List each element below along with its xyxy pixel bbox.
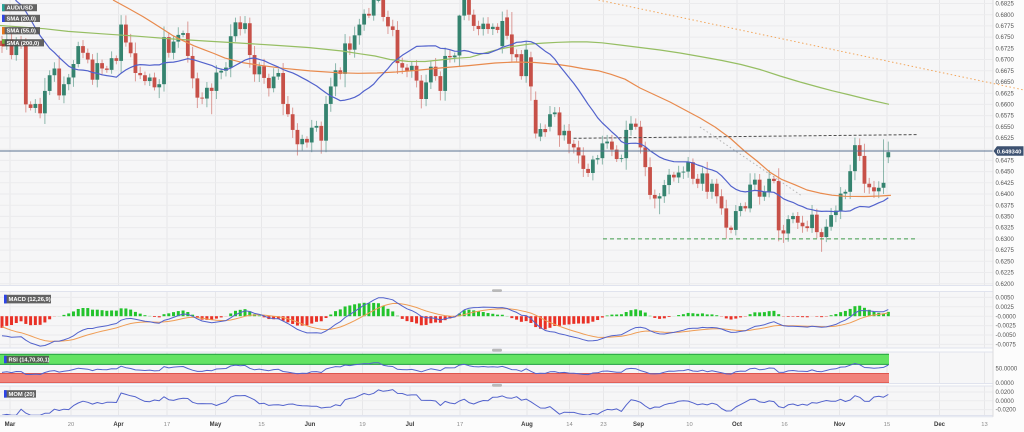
svg-text:-0.0050: -0.0050 [996,333,1017,339]
svg-text:0.6375: 0.6375 [996,203,1015,209]
svg-text:0.0050: 0.0050 [996,296,1015,302]
svg-text:0.6425: 0.6425 [996,181,1015,187]
svg-text:0.6725: 0.6725 [996,46,1015,52]
svg-text:0.6550: 0.6550 [996,125,1015,131]
svg-text:Mar: Mar [5,422,16,428]
svg-text:19: 19 [359,422,365,428]
svg-text:Apr: Apr [113,422,124,428]
svg-text:-0.0075: -0.0075 [996,343,1017,349]
svg-text:SMA (20,0): SMA (20,0) [7,16,36,22]
svg-text:0.6625: 0.6625 [996,91,1015,97]
svg-text:0.6275: 0.6275 [996,248,1015,254]
svg-text:0.649340: 0.649340 [997,150,1022,156]
svg-text:Oct: Oct [732,422,742,428]
svg-text:RSI (14,70,30,1): RSI (14,70,30,1) [9,358,50,364]
svg-text:SMA (55,0): SMA (55,0) [7,29,36,35]
svg-text:0.6450: 0.6450 [996,170,1015,176]
svg-text:-0.0000: -0.0000 [996,314,1017,320]
svg-text:Jun: Jun [305,422,316,428]
svg-text:0.6200: 0.6200 [996,282,1015,288]
svg-text:16: 16 [781,422,787,428]
svg-text:0.6775: 0.6775 [996,24,1015,30]
svg-text:Aug: Aug [521,422,533,428]
svg-text:-0.0025: -0.0025 [996,324,1017,330]
svg-text:MACD (12,26,9): MACD (12,26,9) [9,297,51,303]
svg-text:17: 17 [457,422,463,428]
svg-text:0.6525: 0.6525 [996,136,1015,142]
svg-text:0.6800: 0.6800 [996,13,1015,19]
svg-text:0.0000: 0.0000 [996,399,1015,405]
svg-text:0.0000: 0.0000 [996,381,1015,387]
svg-text:Nov: Nov [834,422,846,428]
svg-text:0.6250: 0.6250 [996,259,1015,265]
svg-text:-0.0200: -0.0200 [996,408,1017,414]
svg-text:13: 13 [981,422,987,428]
svg-text:Dec: Dec [934,422,946,428]
svg-text:10: 10 [686,422,692,428]
svg-text:AUD/USD: AUD/USD [7,6,33,12]
svg-text:23: 23 [600,422,606,428]
svg-text:0.6475: 0.6475 [996,159,1015,165]
svg-text:Jul: Jul [406,422,415,428]
svg-text:17: 17 [164,422,170,428]
svg-text:0.6650: 0.6650 [996,80,1015,86]
svg-text:15: 15 [258,422,264,428]
svg-text:0.0025: 0.0025 [996,305,1015,311]
svg-text:Sep: Sep [633,422,644,428]
svg-text:0.6400: 0.6400 [996,192,1015,198]
svg-text:20: 20 [68,422,74,428]
svg-text:0.6750: 0.6750 [996,35,1015,41]
svg-text:0.6325: 0.6325 [996,226,1015,232]
svg-text:0.6575: 0.6575 [996,114,1015,120]
svg-text:0.0200: 0.0200 [996,390,1015,396]
svg-text:0.6675: 0.6675 [996,69,1015,75]
svg-text:0.6600: 0.6600 [996,103,1015,109]
svg-text:0.6825: 0.6825 [996,2,1015,8]
svg-text:MOM (20): MOM (20) [9,392,35,398]
svg-text:0.6350: 0.6350 [996,215,1015,221]
svg-text:May: May [210,422,222,428]
svg-text:0.6700: 0.6700 [996,58,1015,64]
svg-text:SMA (200,0): SMA (200,0) [7,41,40,47]
svg-text:15: 15 [884,422,890,428]
svg-text:14: 14 [566,422,573,428]
svg-text:0.6300: 0.6300 [996,237,1015,243]
svg-text:50.0000: 50.0000 [996,367,1018,373]
svg-text:0.6225: 0.6225 [996,271,1015,277]
